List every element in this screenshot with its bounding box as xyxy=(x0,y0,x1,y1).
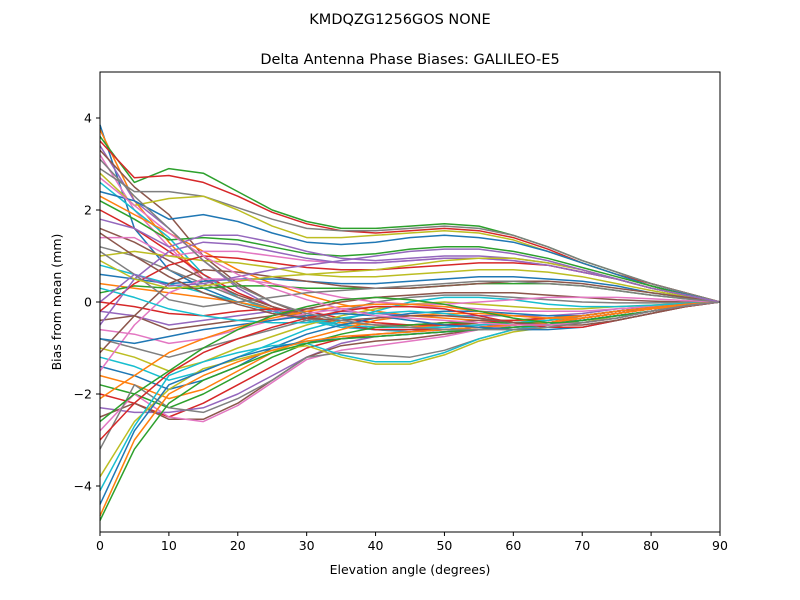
series-line-s11 xyxy=(99,190,721,303)
y-tick-label: −4 xyxy=(74,479,92,494)
y-axis: −4 −2 0 2 4 xyxy=(74,111,100,494)
y-tick-label: 0 xyxy=(84,295,92,310)
x-tick-label: 80 xyxy=(643,538,659,553)
x-tick-label: 20 xyxy=(230,538,246,553)
y-axis-label: Bias from mean (mm) xyxy=(49,234,64,371)
series-line-s55 xyxy=(99,248,721,303)
x-tick-label: 60 xyxy=(505,538,521,553)
series-line-s56 xyxy=(99,232,721,326)
chart-suptitle: KMDQZG1256GOS NONE xyxy=(309,12,490,28)
series-line-s58 xyxy=(99,158,721,331)
chart-title: Delta Antenna Phase Biases: GALILEO-E5 xyxy=(260,52,559,68)
y-tick-label: 2 xyxy=(84,203,92,218)
series-line-s43 xyxy=(99,301,721,521)
x-tick-label: 40 xyxy=(368,538,384,553)
series-line-s13 xyxy=(99,200,721,303)
x-axis-label: Elevation angle (degrees) xyxy=(330,562,491,577)
y-tick-label: 4 xyxy=(84,111,92,126)
y-tick-label: −2 xyxy=(74,387,92,402)
series-line-s26 xyxy=(99,292,720,331)
x-tick-label: 70 xyxy=(574,538,590,553)
x-tick-label: 90 xyxy=(712,538,728,553)
series-line-s48 xyxy=(99,250,721,308)
series-line-s21 xyxy=(99,273,721,303)
x-axis: 0 10 20 30 40 50 60 70 80 90 xyxy=(96,532,728,553)
x-tick-label: 50 xyxy=(436,538,452,553)
series-layer xyxy=(99,124,721,521)
x-tick-label: 0 xyxy=(96,538,104,553)
x-tick-label: 10 xyxy=(161,538,177,553)
series-line-s52 xyxy=(99,301,721,400)
x-tick-label: 30 xyxy=(299,538,315,553)
series-line-s46 xyxy=(99,269,721,354)
